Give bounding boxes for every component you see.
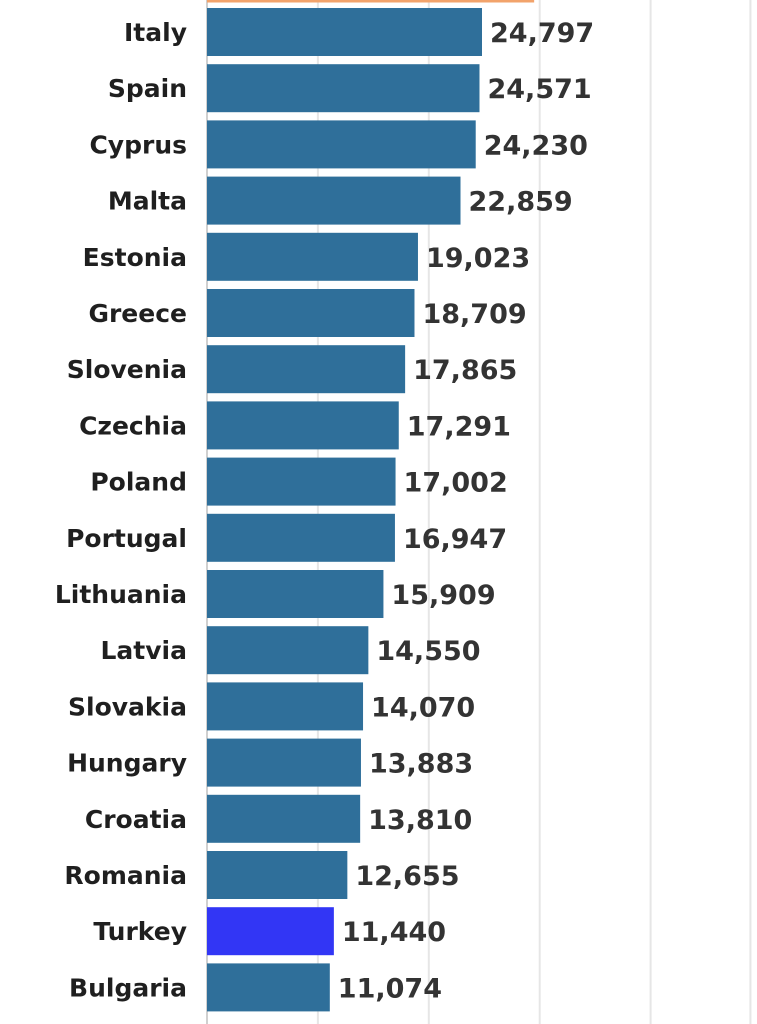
bar-estonia (207, 232, 418, 281)
bar-slovakia (207, 682, 364, 731)
value-label-cyprus: 24,230 (484, 130, 588, 161)
category-label-poland: Poland (90, 468, 187, 497)
bars (207, 8, 482, 1012)
value-labels: 24,797 24,571 24,230 22,859 19,023 18,709 17,8… (338, 18, 594, 1004)
bar-bulgaria (207, 963, 330, 1012)
category-label-cyprus: Cyprus (89, 130, 187, 159)
value-label-bulgaria: 11,074 (338, 973, 442, 1004)
value-label-slovakia: 14,070 (371, 692, 475, 723)
bar-italy (207, 8, 482, 56)
value-label-estonia: 19,023 (426, 243, 530, 274)
value-label-turkey: 11,440 (342, 917, 446, 948)
bar-greece (207, 289, 415, 337)
category-label-slovenia: Slovenia (67, 355, 187, 384)
bar-portugal (207, 513, 395, 562)
category-label-slovakia: Slovakia (68, 692, 187, 721)
category-label-czechia: Czechia (79, 411, 187, 440)
category-label-romania: Romania (64, 861, 187, 890)
bar-romania (207, 851, 348, 899)
category-label-latvia: Latvia (101, 636, 188, 665)
category-label-estonia: Estonia (83, 243, 187, 272)
bar-slovenia (207, 345, 406, 394)
bar-lithuania (207, 570, 384, 618)
bar-cyprus (207, 120, 476, 169)
bar-latvia (207, 626, 369, 675)
value-label-spain: 24,571 (487, 74, 591, 105)
category-label-greece: Greece (88, 299, 187, 328)
category-label-croatia: Croatia (85, 805, 187, 834)
bar-turkey (207, 907, 334, 956)
category-label-italy: Italy (124, 18, 187, 47)
category-label-spain: Spain (108, 74, 187, 103)
value-label-slovenia: 17,865 (413, 355, 517, 386)
value-label-czechia: 17,291 (407, 411, 511, 442)
value-label-hungary: 13,883 (369, 749, 473, 780)
value-label-lithuania: 15,909 (391, 580, 495, 611)
category-label-portugal: Portugal (66, 524, 187, 553)
category-label-lithuania: Lithuania (55, 580, 187, 609)
bar-czechia (207, 401, 399, 450)
category-label-bulgaria: Bulgaria (69, 973, 187, 1002)
value-label-romania: 12,655 (355, 861, 459, 892)
bar-malta (207, 176, 461, 225)
value-label-latvia: 14,550 (376, 636, 480, 667)
bar-hungary (207, 738, 361, 787)
bar-croatia (207, 794, 361, 843)
value-label-italy: 24,797 (490, 18, 594, 49)
bar-poland (207, 457, 396, 506)
value-label-portugal: 16,947 (403, 524, 507, 555)
category-label-hungary: Hungary (67, 749, 187, 778)
bar-spain (207, 64, 480, 113)
category-label-malta: Malta (108, 187, 187, 216)
value-label-greece: 18,709 (422, 299, 526, 330)
value-label-malta: 22,859 (469, 187, 573, 218)
value-label-croatia: 13,810 (368, 805, 472, 836)
category-label-turkey: Turkey (93, 917, 187, 946)
category-labels: Italy Spain Cyprus Malta Estonia Greece Sloven… (55, 18, 187, 1002)
value-label-poland: 17,002 (404, 468, 508, 499)
